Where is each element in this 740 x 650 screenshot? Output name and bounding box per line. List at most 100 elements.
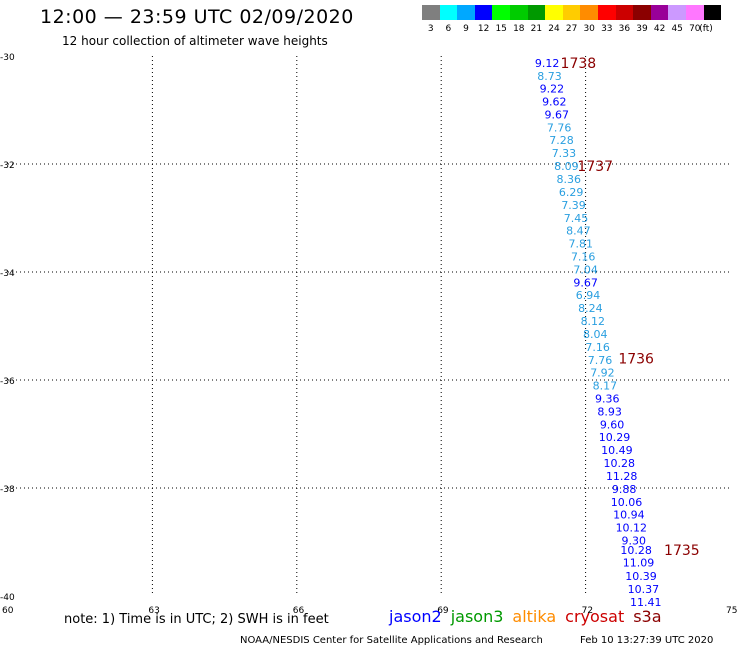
scale-label: 24 bbox=[548, 24, 560, 34]
scale-swatch bbox=[598, 5, 616, 20]
pass-time-label: 1736 bbox=[618, 351, 654, 367]
x-tick-label: 60 bbox=[2, 606, 14, 616]
scale-label: 70 bbox=[689, 24, 701, 34]
axis-tick-labels: 60 63 66 69 72 75 -30 -32 -34 -36 -38 -40 bbox=[0, 53, 737, 616]
x-tick-label: 69 bbox=[437, 606, 449, 616]
legend-item: cryosat bbox=[565, 607, 625, 626]
wave-height-label: 9.62 bbox=[542, 95, 567, 108]
wave-height-label: 10.28 bbox=[604, 457, 636, 470]
legend-item: altika bbox=[512, 607, 557, 626]
scale-label: 9 bbox=[463, 24, 469, 34]
scale-swatch bbox=[633, 5, 651, 20]
wave-height-label: 9.67 bbox=[544, 108, 569, 121]
credit-line: NOAA/NESDIS Center for Satellite Applica… bbox=[240, 635, 543, 646]
scale-label: 21 bbox=[530, 24, 543, 34]
map-title: 12:00 — 23:59 UTC 02/09/2020 bbox=[40, 6, 354, 28]
legend-item: s3a bbox=[633, 607, 662, 626]
wave-height-label: 8.12 bbox=[581, 315, 606, 328]
scale-label: 45 bbox=[671, 24, 683, 34]
y-tick-label: -38 bbox=[0, 485, 15, 495]
pass-time-label: 1735 bbox=[664, 543, 700, 559]
wave-height-label: 9.22 bbox=[540, 82, 565, 95]
map-subtitle: 12 hour collection of altimeter wave hei… bbox=[62, 34, 328, 48]
wave-height-label: 7.16 bbox=[571, 250, 596, 263]
wave-height-label: 7.28 bbox=[549, 134, 574, 147]
scale-label: 36 bbox=[618, 24, 631, 34]
scale-label: 39 bbox=[636, 24, 648, 34]
scale-label: 12 bbox=[477, 24, 490, 34]
wave-height-label: 11.09 bbox=[623, 557, 655, 570]
y-tick-label: -30 bbox=[0, 53, 15, 63]
scale-unit-label: (ft) bbox=[699, 24, 713, 34]
wave-height-label: 8.24 bbox=[578, 302, 603, 315]
scale-swatch bbox=[457, 5, 475, 20]
wave-height-label: 9.88 bbox=[612, 483, 637, 496]
wave-height-label: 10.28 bbox=[620, 544, 652, 557]
wave-height-label: 10.29 bbox=[599, 431, 631, 444]
wave-height-label: 7.39 bbox=[561, 199, 586, 212]
scale-label: 6 bbox=[445, 24, 452, 34]
wave-height-label: 7.33 bbox=[552, 147, 577, 160]
x-tick-label: 66 bbox=[293, 606, 305, 616]
legend-item: jason3 bbox=[450, 607, 504, 626]
wave-height-label: 6.29 bbox=[559, 186, 584, 199]
scale-swatch bbox=[474, 5, 493, 20]
scale-swatch bbox=[510, 5, 528, 20]
scale-label: 30 bbox=[583, 24, 595, 34]
scale-label: 3 bbox=[427, 24, 434, 34]
wave-height-label: 8.73 bbox=[537, 70, 562, 83]
pass-time-label: 1738 bbox=[561, 56, 597, 72]
time-labels: 1738 1737 1736 1735 bbox=[561, 56, 700, 559]
y-tick-label: -34 bbox=[0, 269, 15, 279]
x-tick-label: 72 bbox=[582, 606, 593, 616]
scale-swatch bbox=[615, 5, 634, 20]
scale-swatch bbox=[703, 5, 722, 20]
wave-height-label: 9.30 bbox=[621, 534, 646, 547]
scale-label: 27 bbox=[565, 24, 578, 34]
legend-item: jason2 bbox=[389, 607, 442, 626]
generation-timestamp: Feb 10 13:27:39 UTC 2020 bbox=[580, 635, 714, 646]
wave-height-label: 8.36 bbox=[557, 173, 582, 186]
scale-swatch bbox=[492, 5, 510, 20]
wave-height-label: 8.04 bbox=[583, 328, 608, 341]
wave-height-label: 11.28 bbox=[606, 470, 638, 483]
scale-swatch bbox=[650, 5, 669, 20]
scale-swatch bbox=[580, 5, 598, 20]
scale-label: 33 bbox=[601, 24, 613, 34]
x-tick-label: 75 bbox=[726, 606, 737, 616]
wave-height-label: 7.45 bbox=[564, 212, 589, 225]
wave-height-label: 9.67 bbox=[573, 276, 598, 289]
wave-height-label: 10.12 bbox=[616, 521, 648, 534]
pass-time-label: 1737 bbox=[577, 159, 613, 175]
wave-height-label: 9.60 bbox=[600, 418, 625, 431]
wave-height-label: 7.76 bbox=[547, 121, 572, 134]
wave-height-label: 8.09 bbox=[554, 160, 579, 173]
wave-height-label: 7.76 bbox=[588, 354, 613, 367]
wave-height-label: 8.47 bbox=[566, 224, 591, 237]
scale-label: 42 bbox=[653, 24, 666, 34]
wave-height-label: 7.92 bbox=[590, 366, 615, 379]
wave-height-label: 7.04 bbox=[573, 263, 598, 276]
scale-swatch bbox=[562, 5, 581, 20]
scale-swatch bbox=[439, 5, 458, 20]
wave-height-label: 8.17 bbox=[593, 379, 618, 392]
wave-height-label: 10.39 bbox=[625, 570, 657, 583]
wave-height-label: 6.94 bbox=[576, 289, 601, 302]
scale-swatch bbox=[422, 5, 440, 20]
y-tick-label: -36 bbox=[0, 377, 15, 387]
wave-height-label: 9.12 bbox=[535, 57, 560, 70]
scale-swatch bbox=[545, 5, 563, 20]
wave-height-label: 7.16 bbox=[585, 341, 610, 354]
wave-height-label: 10.49 bbox=[601, 444, 633, 457]
scale-label: 15 bbox=[495, 24, 507, 34]
wave-height-label: 10.94 bbox=[613, 508, 645, 521]
y-tick-label: -32 bbox=[0, 161, 15, 171]
wave-height-label: 8.93 bbox=[597, 405, 622, 418]
wave-height-label: 11.41 bbox=[630, 596, 662, 609]
gridlines bbox=[8, 56, 730, 596]
y-tick-label: -40 bbox=[0, 593, 15, 603]
wave-height-label: 7.81 bbox=[569, 237, 594, 250]
scale-swatch bbox=[686, 5, 704, 20]
wave-height-points: 9.128.739.229.629.677.767.287.338.098.36… bbox=[535, 57, 662, 609]
